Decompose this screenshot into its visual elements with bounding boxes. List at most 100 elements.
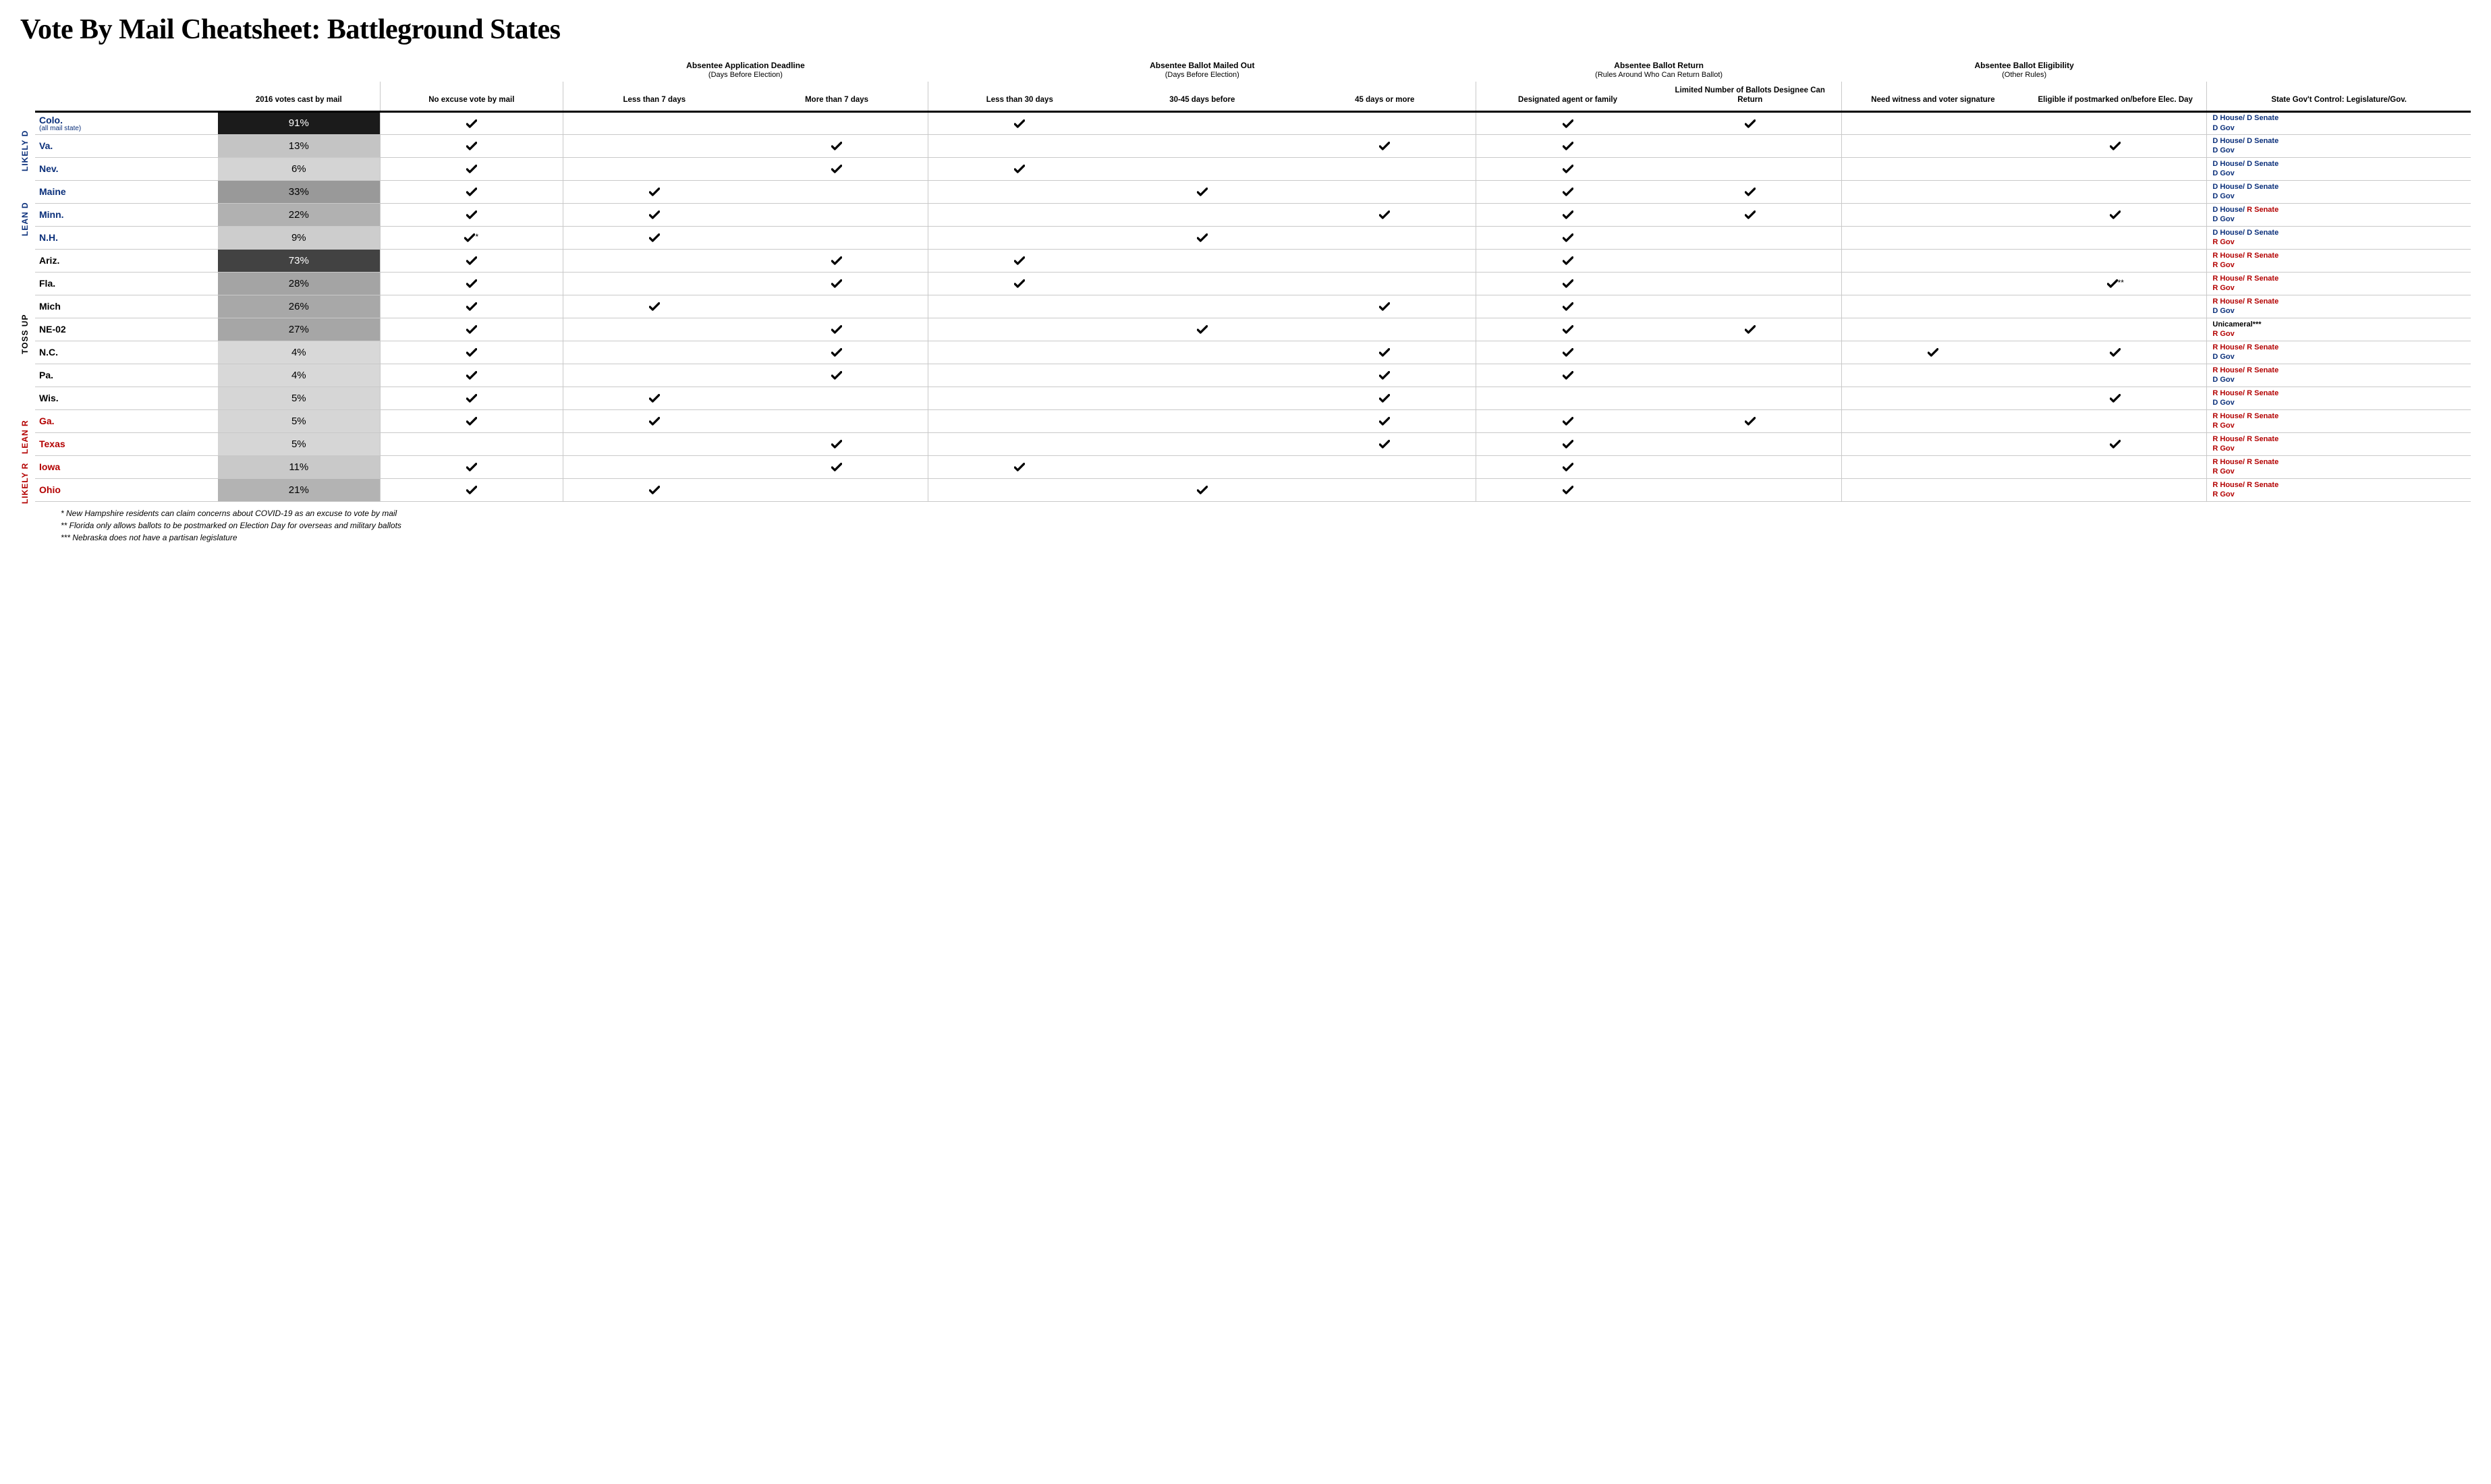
deadline-cell bbox=[563, 341, 746, 364]
mailed-cell bbox=[928, 203, 1111, 226]
mailed-cell bbox=[1293, 295, 1476, 318]
return-cell bbox=[1476, 111, 1659, 134]
eligibility-cell bbox=[1841, 272, 2024, 295]
check-icon bbox=[1563, 371, 1573, 380]
state-cell: N.C. bbox=[35, 341, 218, 364]
mailed-cell bbox=[928, 341, 1111, 364]
mailed-cell bbox=[928, 180, 1111, 203]
check-icon bbox=[466, 142, 477, 151]
check-icon bbox=[1745, 325, 1756, 335]
return-cell bbox=[1476, 364, 1659, 387]
deadline-cell bbox=[563, 157, 746, 180]
check-icon bbox=[649, 210, 660, 220]
table-row: Va.13%D House/ D SenateD Gov bbox=[35, 134, 2471, 157]
check-icon bbox=[466, 417, 477, 426]
mailed-cell bbox=[1293, 226, 1476, 249]
deadline-cell bbox=[746, 134, 928, 157]
check-icon bbox=[466, 486, 477, 495]
pct-cell: 73% bbox=[218, 249, 381, 272]
return-cell bbox=[1476, 409, 1659, 432]
deadline-cell bbox=[563, 295, 746, 318]
state-cell: Nev. bbox=[35, 157, 218, 180]
gov-control-cell: D House/ D SenateD Gov bbox=[2207, 134, 2471, 157]
footnote-line: * New Hampshire residents can claim conc… bbox=[61, 507, 2471, 519]
deadline-cell bbox=[746, 295, 928, 318]
check-icon bbox=[831, 463, 842, 472]
check-icon bbox=[466, 119, 477, 129]
return-cell bbox=[1476, 295, 1659, 318]
check-icon bbox=[2110, 210, 2121, 220]
check-icon bbox=[1379, 348, 1390, 358]
mailed-cell bbox=[928, 432, 1111, 455]
state-cell: NE-02 bbox=[35, 318, 218, 341]
col-deadline-lt7: Less than 7 days bbox=[563, 82, 746, 111]
return-cell bbox=[1476, 455, 1659, 478]
deadline-cell bbox=[746, 432, 928, 455]
return-cell bbox=[1659, 203, 1842, 226]
mailed-cell bbox=[1293, 432, 1476, 455]
check-icon bbox=[831, 348, 842, 358]
check-icon bbox=[466, 394, 477, 403]
eligibility-cell bbox=[1841, 111, 2024, 134]
pct-cell: 21% bbox=[218, 478, 381, 501]
mailed-cell bbox=[1111, 111, 1293, 134]
deadline-cell bbox=[746, 226, 928, 249]
check-icon bbox=[1563, 165, 1573, 174]
eligibility-cell bbox=[2024, 180, 2207, 203]
eligibility-cell bbox=[2024, 111, 2207, 134]
mailed-cell bbox=[1293, 478, 1476, 501]
pct-cell: 91% bbox=[218, 111, 381, 134]
deadline-cell bbox=[746, 203, 928, 226]
mailed-cell bbox=[928, 455, 1111, 478]
mailed-cell bbox=[928, 134, 1111, 157]
row-group-label: LEAN D bbox=[20, 185, 30, 254]
row-group-label: LIKELY D bbox=[20, 116, 30, 185]
mailed-cell bbox=[1293, 180, 1476, 203]
table-row: NE-0227%Unicameral***R Gov bbox=[35, 318, 2471, 341]
mailed-cell bbox=[1111, 432, 1293, 455]
mailed-cell bbox=[1111, 180, 1293, 203]
check-icon bbox=[1745, 417, 1756, 426]
return-cell bbox=[1659, 295, 1842, 318]
check-icon bbox=[831, 256, 842, 266]
mailed-cell bbox=[1111, 157, 1293, 180]
eligibility-cell bbox=[1841, 387, 2024, 409]
state-cell: Ariz. bbox=[35, 249, 218, 272]
mailed-cell bbox=[1293, 111, 1476, 134]
mailed-cell bbox=[1293, 364, 1476, 387]
mailed-cell bbox=[1111, 364, 1293, 387]
check-icon bbox=[1379, 371, 1390, 380]
noexcuse-cell bbox=[380, 455, 563, 478]
eligibility-cell bbox=[1841, 180, 2024, 203]
deadline-cell bbox=[563, 432, 746, 455]
deadline-cell bbox=[746, 157, 928, 180]
check-icon bbox=[831, 371, 842, 380]
return-cell bbox=[1476, 249, 1659, 272]
state-cell: Ohio bbox=[35, 478, 218, 501]
return-cell bbox=[1476, 341, 1659, 364]
state-cell: Iowa bbox=[35, 455, 218, 478]
check-icon bbox=[1014, 165, 1025, 174]
cheatsheet-table: Absentee Application Deadline (Days Befo… bbox=[35, 58, 2471, 502]
check-icon bbox=[831, 325, 842, 335]
table-row: Ga.5%R House/ R SenateR Gov bbox=[35, 409, 2471, 432]
return-cell bbox=[1659, 134, 1842, 157]
col-state bbox=[35, 82, 218, 111]
table-row: Pa.4%R House/ R SenateD Gov bbox=[35, 364, 2471, 387]
check-icon bbox=[831, 440, 842, 449]
deadline-cell bbox=[746, 341, 928, 364]
mailed-cell bbox=[1111, 272, 1293, 295]
mailed-cell bbox=[928, 409, 1111, 432]
deadline-cell bbox=[746, 318, 928, 341]
eligibility-cell bbox=[2024, 478, 2207, 501]
noexcuse-cell bbox=[380, 318, 563, 341]
check-icon bbox=[1563, 486, 1573, 495]
check-icon bbox=[1563, 210, 1573, 220]
eligibility-cell bbox=[1841, 318, 2024, 341]
mailed-cell bbox=[1293, 455, 1476, 478]
table-row: N.H.9%*D House/ D SenateR Gov bbox=[35, 226, 2471, 249]
eligibility-cell bbox=[2024, 364, 2207, 387]
check-icon bbox=[1563, 142, 1573, 151]
deadline-cell bbox=[746, 364, 928, 387]
eligibility-cell bbox=[2024, 341, 2207, 364]
